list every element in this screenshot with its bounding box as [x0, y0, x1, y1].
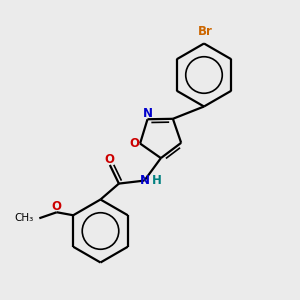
Text: O: O — [104, 153, 114, 166]
Text: Br: Br — [198, 25, 213, 38]
Text: H: H — [152, 174, 162, 187]
Text: N: N — [142, 107, 152, 120]
Text: CH₃: CH₃ — [15, 213, 34, 223]
Text: O: O — [130, 137, 140, 150]
Text: O: O — [51, 200, 62, 213]
Text: N: N — [140, 174, 150, 187]
